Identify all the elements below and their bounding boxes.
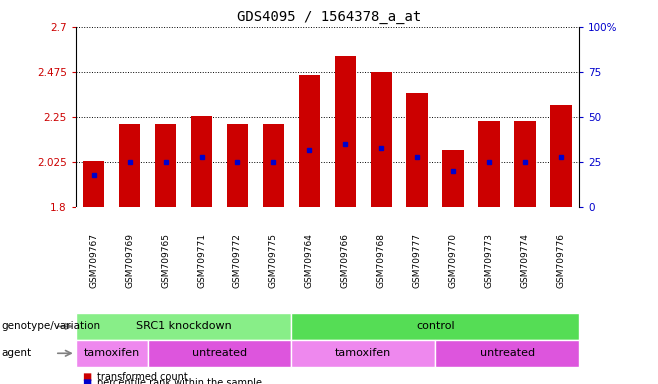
Bar: [550, 105, 572, 207]
Bar: [83, 161, 105, 207]
Bar: [263, 124, 284, 207]
Text: GSM709765: GSM709765: [161, 233, 170, 288]
Text: GSM709768: GSM709768: [377, 233, 386, 288]
Text: percentile rank within the sample: percentile rank within the sample: [97, 378, 262, 384]
Text: untreated: untreated: [192, 348, 247, 358]
Text: GSM709776: GSM709776: [557, 233, 566, 288]
Text: genotype/variation: genotype/variation: [1, 321, 101, 331]
Text: GSM709771: GSM709771: [197, 233, 206, 288]
Bar: [119, 124, 140, 207]
Text: GSM709769: GSM709769: [125, 233, 134, 288]
Text: GDS4095 / 1564378_a_at: GDS4095 / 1564378_a_at: [237, 10, 421, 23]
Bar: [76, 340, 147, 367]
Text: transformed count: transformed count: [97, 372, 188, 382]
Bar: [334, 56, 356, 207]
Bar: [291, 313, 579, 340]
Text: control: control: [416, 321, 455, 331]
Bar: [155, 124, 176, 207]
Text: SRC1 knockdown: SRC1 knockdown: [136, 321, 232, 331]
Bar: [478, 121, 500, 207]
Bar: [299, 75, 320, 207]
Bar: [515, 121, 536, 207]
Text: ■: ■: [82, 372, 91, 382]
Bar: [147, 340, 291, 367]
Text: GSM709770: GSM709770: [449, 233, 458, 288]
Text: tamoxifen: tamoxifen: [84, 348, 139, 358]
Text: GSM709773: GSM709773: [485, 233, 494, 288]
Text: GSM709774: GSM709774: [520, 233, 530, 288]
Bar: [291, 340, 435, 367]
Text: ■: ■: [82, 378, 91, 384]
Text: agent: agent: [1, 348, 32, 358]
Text: GSM709766: GSM709766: [341, 233, 350, 288]
Bar: [442, 150, 464, 207]
Text: GSM709775: GSM709775: [269, 233, 278, 288]
Bar: [370, 72, 392, 207]
Text: tamoxifen: tamoxifen: [335, 348, 392, 358]
Text: GSM709777: GSM709777: [413, 233, 422, 288]
Bar: [407, 93, 428, 207]
Text: GSM709767: GSM709767: [89, 233, 98, 288]
Text: GSM709764: GSM709764: [305, 233, 314, 288]
Bar: [435, 340, 579, 367]
Text: untreated: untreated: [480, 348, 535, 358]
Bar: [191, 116, 213, 207]
Bar: [76, 313, 291, 340]
Text: GSM709772: GSM709772: [233, 233, 242, 288]
Bar: [226, 124, 248, 207]
